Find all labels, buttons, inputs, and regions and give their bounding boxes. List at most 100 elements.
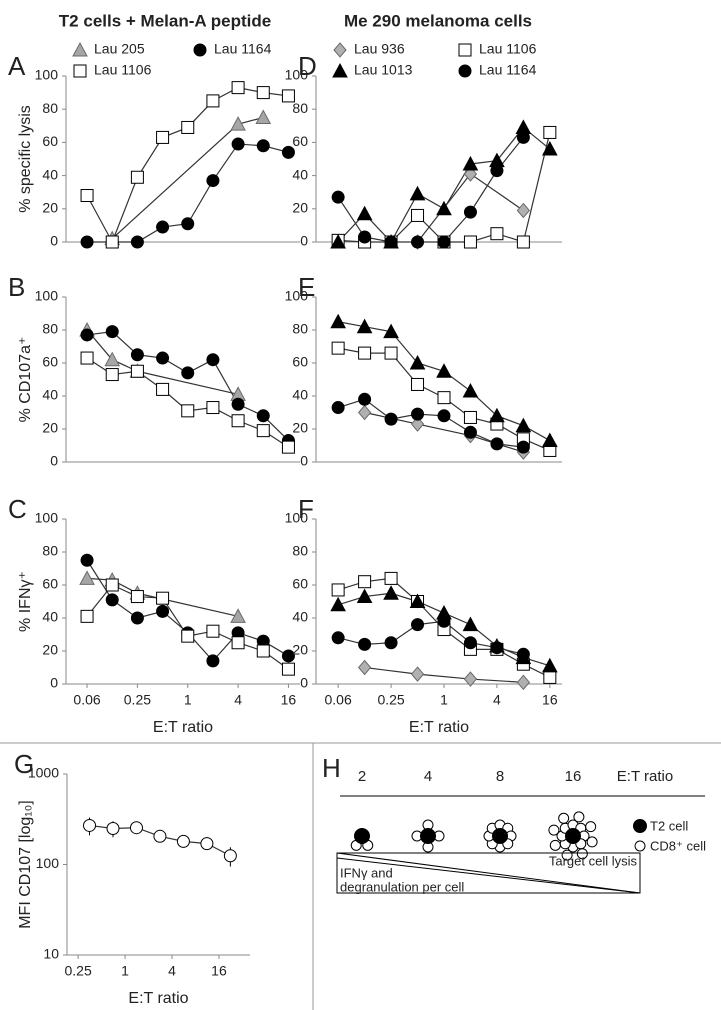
panel-letter: A — [8, 51, 26, 81]
marker — [330, 596, 346, 612]
marker — [516, 235, 530, 249]
marker — [410, 666, 425, 682]
ratio-axis-label: E:T ratio — [617, 768, 673, 785]
y-tick-label: 40 — [42, 387, 58, 403]
marker — [105, 593, 119, 607]
y-tick-label: 80 — [292, 543, 308, 559]
marker — [516, 202, 531, 219]
y-tick-label: 40 — [292, 387, 308, 403]
y-tick-label: 60 — [42, 576, 58, 592]
y-tick-label: 100 — [35, 288, 59, 304]
y-tick-label: 80 — [42, 321, 58, 337]
marker — [256, 86, 270, 100]
marker — [357, 404, 372, 421]
marker — [463, 636, 477, 650]
y-tick-label: 0 — [300, 453, 308, 469]
x-tick-label: 0.25 — [377, 692, 404, 708]
marker — [490, 164, 504, 178]
marker — [80, 328, 94, 342]
marker — [436, 200, 452, 216]
gradient-label: Target cell lysis — [549, 853, 638, 868]
x-axis-label: E:T ratio — [153, 719, 213, 736]
x-tick-label: 4 — [493, 692, 501, 708]
marker — [156, 351, 170, 365]
y-axis-label: MFI CD107 [log₁₀] — [17, 800, 34, 929]
marker — [437, 409, 451, 423]
marker — [356, 588, 373, 604]
marker — [206, 94, 220, 108]
marker — [357, 659, 372, 676]
x-tick-label: 1 — [121, 963, 129, 979]
y-tick-label: 100 — [36, 855, 60, 871]
marker — [281, 662, 295, 676]
y-tick-label: 20 — [292, 642, 308, 658]
marker — [383, 323, 399, 339]
t2-cell — [565, 828, 581, 844]
marker — [516, 440, 530, 454]
y-tick-label: 60 — [292, 354, 308, 370]
marker — [358, 230, 372, 244]
marker — [384, 412, 398, 426]
marker — [463, 235, 477, 249]
marker — [463, 205, 477, 219]
marker — [462, 155, 479, 171]
series-line — [338, 321, 551, 442]
y-tick-label: 100 — [285, 288, 309, 304]
marker — [281, 89, 295, 103]
y-axis-label: % IFNγ⁺ — [17, 571, 34, 632]
marker — [256, 409, 270, 423]
y-tick-label: 0 — [50, 675, 58, 691]
marker — [490, 437, 504, 451]
marker — [330, 233, 346, 249]
legend-label: Lau 1013 — [354, 62, 413, 78]
marker — [181, 629, 195, 643]
y-tick-label: 0 — [50, 453, 58, 469]
y-tick-label: 80 — [292, 100, 308, 116]
marker — [130, 590, 144, 604]
y-tick-label: 80 — [42, 543, 58, 559]
marker — [206, 401, 220, 415]
cd8-cell — [573, 811, 585, 823]
y-tick-label: 100 — [35, 510, 59, 526]
marker — [156, 130, 170, 144]
panel-letter: D — [298, 51, 317, 81]
y-tick-label: 60 — [42, 133, 58, 149]
t2-cell — [354, 828, 370, 844]
marker — [130, 348, 144, 362]
marker — [156, 382, 170, 396]
marker — [384, 571, 398, 585]
y-tick-label: 20 — [292, 420, 308, 436]
t2-cell — [492, 828, 508, 844]
marker — [358, 575, 372, 589]
marker — [230, 116, 246, 131]
marker — [437, 614, 451, 628]
marker — [330, 313, 346, 329]
marker — [176, 834, 190, 848]
marker — [130, 235, 144, 249]
gradient-diagonal — [336, 852, 641, 894]
legend-label: T2 cell — [650, 818, 688, 833]
legend-label: Lau 936 — [354, 41, 405, 57]
marker — [230, 608, 246, 623]
marker — [255, 109, 272, 124]
x-tick-label: 16 — [281, 692, 297, 708]
x-tick-label: 0.06 — [73, 692, 100, 708]
marker — [409, 354, 426, 370]
y-tick-label: 0 — [300, 233, 308, 249]
y-tick-label: 100 — [285, 510, 309, 526]
x-tick-label: 1 — [184, 692, 192, 708]
y-tick-label: 60 — [292, 133, 308, 149]
marker — [411, 618, 425, 632]
marker — [410, 416, 425, 432]
marker — [83, 818, 97, 832]
marker — [206, 624, 220, 638]
marker — [181, 404, 195, 418]
marker — [411, 377, 425, 391]
marker — [436, 363, 452, 378]
marker — [231, 81, 245, 95]
x-tick-label: 0.25 — [65, 963, 92, 979]
marker — [156, 220, 170, 234]
marker — [104, 351, 121, 367]
y-tick-label: 20 — [42, 420, 58, 436]
marker — [231, 414, 245, 428]
